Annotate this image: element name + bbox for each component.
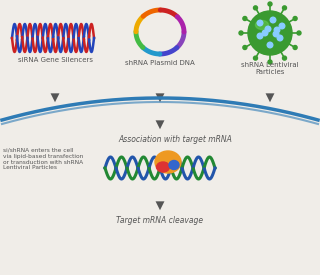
Ellipse shape [169,161,179,169]
Circle shape [293,45,297,50]
Circle shape [293,16,297,21]
Circle shape [239,31,243,35]
Circle shape [262,30,268,36]
Circle shape [270,17,276,23]
Circle shape [257,20,263,26]
Circle shape [283,56,286,60]
Ellipse shape [255,21,268,29]
Circle shape [265,26,271,32]
Text: Target mRNA cleavage: Target mRNA cleavage [116,216,204,225]
Circle shape [273,31,279,37]
Circle shape [253,6,258,10]
Circle shape [243,16,247,21]
Text: shRNA Lentiviral
Particles: shRNA Lentiviral Particles [241,62,299,75]
Circle shape [257,33,263,39]
Circle shape [274,27,280,33]
Circle shape [279,23,285,29]
Circle shape [297,31,301,35]
Circle shape [253,56,258,60]
Ellipse shape [156,162,170,172]
Circle shape [277,35,283,41]
Ellipse shape [155,151,181,173]
Circle shape [283,6,286,10]
Text: si/shRNA enters the cell
via lipid-based transfection
or transduction with shRNA: si/shRNA enters the cell via lipid-based… [3,148,83,170]
Circle shape [248,11,292,55]
Text: shRNA Plasmid DNA: shRNA Plasmid DNA [125,60,195,66]
Circle shape [243,45,247,50]
Circle shape [268,2,272,6]
Circle shape [267,42,273,48]
Text: Association with target mRNA: Association with target mRNA [118,135,232,144]
Circle shape [268,60,272,64]
Text: siRNA Gene Silencers: siRNA Gene Silencers [18,57,92,63]
